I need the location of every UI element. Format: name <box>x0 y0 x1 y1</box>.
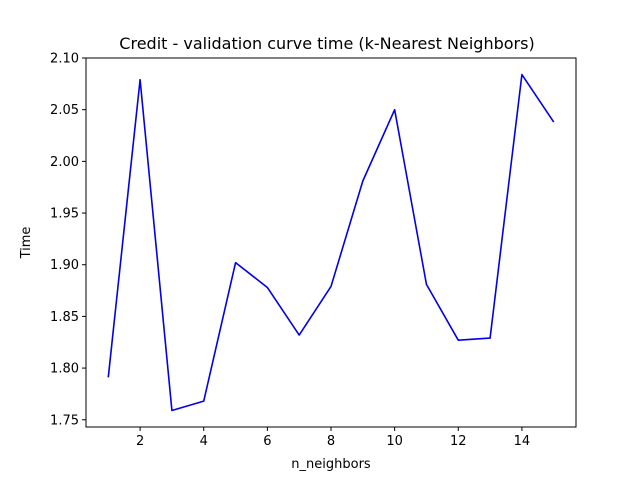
x-axis-label: n_neighbors <box>291 457 371 472</box>
x-tick-label: 10 <box>386 434 403 449</box>
plot-area <box>85 57 577 428</box>
y-tick-label: 1.75 <box>50 413 79 428</box>
y-tick-label: 2.05 <box>50 103 79 118</box>
x-tick-label: 2 <box>136 434 144 449</box>
y-tick-label: 1.90 <box>50 258 79 273</box>
series-line-0 <box>107 73 555 412</box>
x-tick-label: 4 <box>200 434 208 449</box>
y-axis-label: Time <box>19 227 34 260</box>
series-layer <box>107 73 555 412</box>
x-tick-label: 14 <box>514 434 531 449</box>
y-tick-label: 1.80 <box>50 362 79 377</box>
chart-title: Credit - validation curve time (k-Neares… <box>119 34 534 53</box>
x-tick-label: 6 <box>263 434 271 449</box>
x-tick-label: 12 <box>450 434 467 449</box>
y-tick-label: 1.95 <box>50 207 79 222</box>
y-axis: 1.75 1.80 1.85 1.90 1.95 2.00 2.05 2.10 <box>50 52 86 428</box>
x-tick-label: 8 <box>327 434 335 449</box>
x-axis: 2 4 6 8 10 12 14 <box>136 427 530 449</box>
y-tick-label: 2.10 <box>50 52 79 67</box>
y-tick-label: 2.00 <box>50 155 79 170</box>
y-tick-label: 1.85 <box>50 310 79 325</box>
